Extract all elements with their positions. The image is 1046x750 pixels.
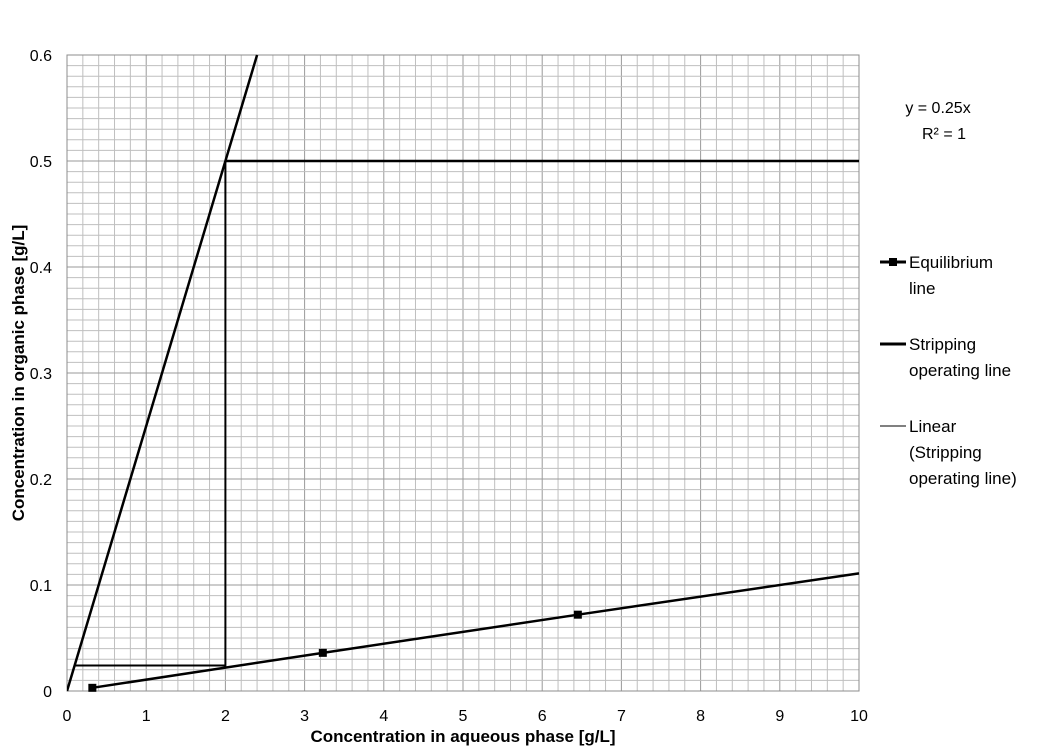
plot-frame xyxy=(66,54,860,692)
series-area xyxy=(67,54,860,692)
series-line-linear-stripping-operating-line xyxy=(67,54,259,692)
legend-item-stripping: Stripping operating line xyxy=(880,335,1011,380)
data-point-marker xyxy=(573,610,582,619)
x-tick-label: 7 xyxy=(617,708,626,725)
x-tick-label: 3 xyxy=(300,708,309,725)
y-tick-label: 0.5 xyxy=(30,154,52,171)
x-tick-label: 6 xyxy=(538,708,547,725)
grid xyxy=(67,55,859,691)
x-tick-label: 8 xyxy=(696,708,705,725)
y-tick-label: 0.2 xyxy=(30,472,52,489)
x-axis-title: Concentration in aqueous phase [g/L] xyxy=(310,727,615,746)
legend-label-linear: Linear (Stripping operating line) xyxy=(909,417,1017,488)
y-tick-label: 0 xyxy=(43,684,52,701)
legend-label-equilibrium: Equilibrium line xyxy=(909,253,998,298)
x-tick-label: 1 xyxy=(142,708,151,725)
y-axis-title: Concentration in organic phase [g/L] xyxy=(9,225,28,522)
legend-label-stripping: Stripping operating line xyxy=(909,335,1011,380)
x-tick-label: 2 xyxy=(221,708,230,725)
legend: Equilibrium line Stripping operating lin… xyxy=(880,253,1017,488)
stage-step-line xyxy=(74,161,227,667)
trendline-r2: R² = 1 xyxy=(922,126,966,143)
x-tick-label: 5 xyxy=(459,708,468,725)
tick-labels: 0 1 2 3 4 5 6 7 8 9 10 0 0.1 0.2 0.3 0.4 0.5 0.6 xyxy=(30,48,868,725)
y-tick-label: 0.1 xyxy=(30,578,52,595)
y-tick-label: 0.4 xyxy=(30,260,52,277)
y-tick-label: 0.6 xyxy=(30,48,52,65)
x-tick-label: 10 xyxy=(850,708,868,725)
x-tick-label: 0 xyxy=(63,708,72,725)
data-point-marker xyxy=(88,683,97,692)
x-tick-label: 4 xyxy=(379,708,388,725)
legend-item-equilibrium: Equilibrium line xyxy=(880,253,998,298)
legend-item-linear: Linear (Stripping operating line) xyxy=(880,417,1017,488)
legend-marker-equilibrium xyxy=(889,258,897,266)
x-tick-label: 9 xyxy=(775,708,784,725)
data-point-marker xyxy=(318,648,327,657)
plot-border xyxy=(66,54,860,692)
trendline-equation: y = 0.25x xyxy=(905,100,970,117)
series-line-equilibrium-line xyxy=(92,572,860,690)
y-tick-label: 0.3 xyxy=(30,366,52,383)
